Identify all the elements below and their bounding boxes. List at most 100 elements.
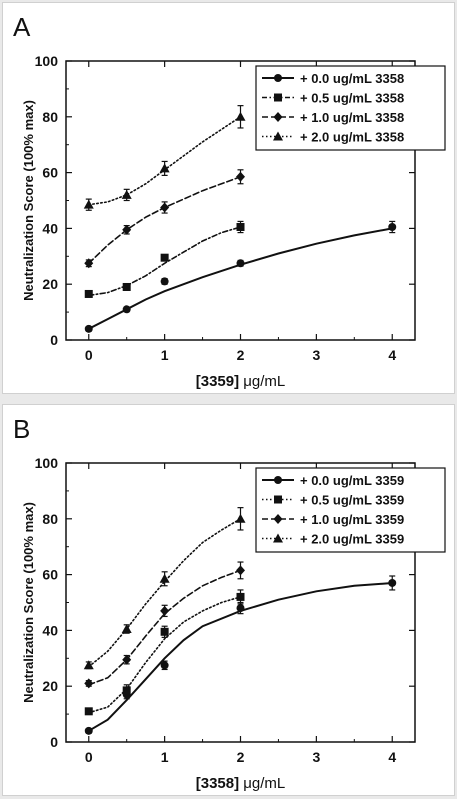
- panel-label: A: [13, 12, 31, 42]
- data-point: [160, 661, 169, 670]
- x-axis-label: [3358] μg/mL: [196, 775, 286, 792]
- y-axis-label: Neutralization Score (100% max): [21, 502, 36, 703]
- data-point: [159, 163, 170, 173]
- data-point: [83, 199, 94, 209]
- legend-entry: + 0.0 ug/mL 3358: [300, 71, 404, 86]
- y-tick-label: 40: [42, 622, 58, 638]
- data-point: [236, 604, 245, 613]
- data-point: [236, 223, 245, 232]
- data-point: [84, 707, 93, 716]
- chart-b: B 0 20 40 60 80 100 0 1 2 3 4 [3358] μg/mL Neutraliza…: [13, 414, 446, 792]
- series-1: [84, 220, 245, 298]
- panel-b: B 0 20 40 60 80 100 0 1 2 3 4 [3358] μg/mL Neutraliza…: [2, 404, 455, 796]
- x-axis-label-unit: μg/mL: [243, 775, 285, 792]
- data-point: [235, 111, 246, 121]
- y-tick-label: 60: [42, 165, 58, 181]
- data-point: [160, 202, 170, 213]
- legend-marker: [274, 495, 282, 504]
- series-1: [84, 589, 245, 716]
- fit-line: [88, 116, 242, 206]
- data-point: [122, 282, 131, 291]
- series-3: [83, 507, 246, 670]
- x-tick-label: 4: [388, 347, 396, 363]
- data-point: [159, 573, 170, 583]
- data-point: [388, 223, 397, 232]
- data-point: [84, 289, 93, 298]
- legend-marker: [273, 131, 283, 141]
- data-point: [84, 726, 93, 735]
- fit-line: [88, 596, 242, 714]
- y-tick-label: 20: [42, 276, 58, 292]
- fit-line: [88, 176, 242, 265]
- data-point: [122, 305, 131, 314]
- series-3: [83, 105, 246, 211]
- x-tick-label: 2: [237, 347, 245, 363]
- x-tick-label: 1: [161, 749, 169, 765]
- legend-marker: [274, 74, 282, 82]
- y-tick-label: 40: [42, 220, 58, 236]
- x-axis-label-unit: μg/mL: [243, 373, 285, 390]
- chart-a: A 0 20 40 60 80 100 0 1 2 3 4 [3359] μg/mL Neutraliza…: [13, 12, 446, 390]
- legend: + 0.0 ug/mL 3358 + 0.5 ug/mL 3358 + 1.0 ug…: [255, 65, 446, 151]
- series-2: [84, 169, 245, 269]
- legend-entry: + 1.0 ug/mL 3358: [300, 110, 404, 125]
- x-axis-label-prefix: [3359]: [196, 373, 244, 390]
- data-point: [160, 253, 169, 262]
- legend-entry: + 0.0 ug/mL 3359: [300, 473, 404, 488]
- y-tick-label: 20: [42, 678, 58, 694]
- fit-line: [87, 582, 394, 732]
- legend-marker: [274, 476, 282, 484]
- data-point: [160, 605, 170, 616]
- data-point: [84, 678, 94, 689]
- legend-entry: + 2.0 ug/mL 3358: [300, 130, 404, 145]
- legend-entry: + 0.5 ug/mL 3358: [300, 91, 404, 106]
- fit-line: [88, 518, 242, 668]
- data-point: [388, 578, 397, 587]
- legend-marker: [273, 533, 283, 543]
- legend-marker: [274, 93, 282, 102]
- data-point: [122, 686, 131, 695]
- legend-entry: + 0.5 ug/mL 3359: [300, 493, 404, 508]
- fit-line: [88, 226, 242, 297]
- panel-a: A 0 20 40 60 80 100 0 1 2 3 4 [3359] μg/mL Neutraliza…: [2, 2, 455, 394]
- y-tick-label: 100: [35, 455, 59, 471]
- y-axis-label: Neutralization Score (100% max): [21, 100, 36, 301]
- x-tick-label: 3: [312, 347, 320, 363]
- fit-line: [88, 569, 242, 686]
- data-point: [84, 258, 94, 269]
- x-tick-label: 0: [85, 749, 93, 765]
- data-point: [236, 565, 245, 576]
- data-point: [122, 224, 132, 235]
- fit-line: [87, 227, 394, 330]
- data-point: [160, 277, 169, 286]
- data-point: [235, 513, 246, 523]
- legend: + 0.0 ug/mL 3359 + 0.5 ug/mL 3359 + 1.0 ug…: [255, 467, 446, 553]
- x-tick-label: 0: [85, 347, 93, 363]
- data-point: [84, 324, 93, 333]
- data-point: [83, 660, 94, 670]
- x-tick-label: 4: [388, 749, 396, 765]
- legend-marker: [273, 514, 283, 524]
- legend-entry: + 2.0 ug/mL 3359: [300, 532, 404, 547]
- y-tick-label: 0: [50, 734, 58, 750]
- data-point: [121, 189, 132, 199]
- y-tick-label: 100: [35, 53, 59, 69]
- y-tick-label: 80: [42, 511, 58, 527]
- data-point: [236, 592, 245, 601]
- data-point: [236, 171, 245, 182]
- data-point: [121, 624, 132, 634]
- data-point: [122, 654, 132, 665]
- x-tick-label: 1: [161, 347, 169, 363]
- y-tick-label: 0: [50, 332, 58, 348]
- panel-label: B: [13, 414, 30, 444]
- y-tick-label: 60: [42, 567, 58, 583]
- series-0: [84, 220, 397, 333]
- x-axis-label: [3359] μg/mL: [196, 373, 286, 390]
- x-axis-label-prefix: [3358]: [196, 775, 244, 792]
- data-point: [160, 627, 169, 636]
- data-point: [236, 259, 245, 268]
- x-tick-label: 2: [237, 749, 245, 765]
- y-tick-label: 80: [42, 109, 58, 125]
- legend-marker: [273, 112, 283, 122]
